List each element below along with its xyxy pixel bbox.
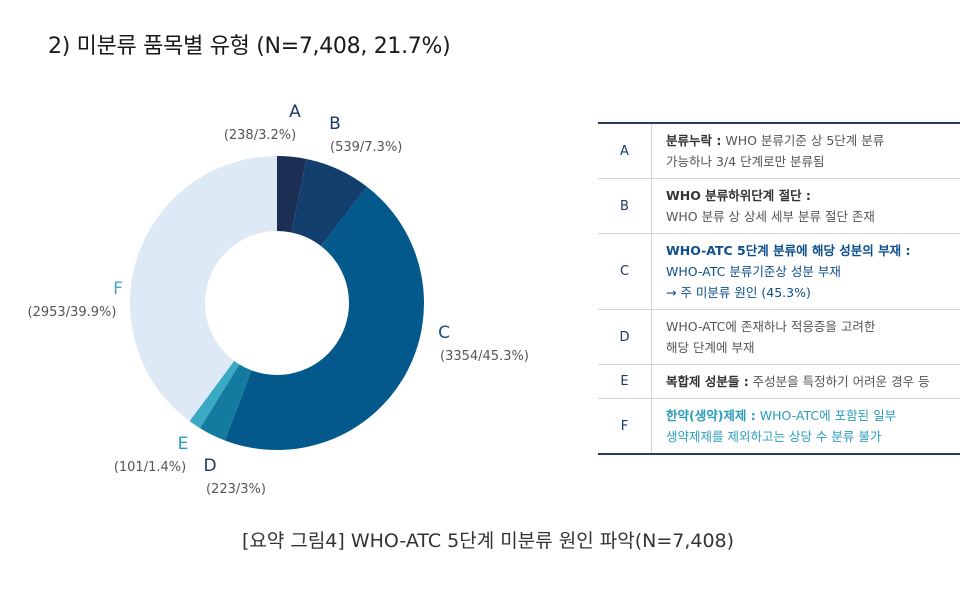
legend-category: WHO-ATC 5단계 분류에 해당 성분의 부재 : <box>666 243 911 258</box>
legend-row-d: D WHO-ATC에 존재하나 적응증을 고려한 해당 단계에 부재 <box>598 309 960 365</box>
legend-code: A <box>620 143 629 159</box>
legend-text-line: 가능하나 3/4 단계로만 분류됨 <box>666 154 825 169</box>
legend-text: WHO 분류기준 상 5단계 분류 <box>721 133 885 148</box>
slice-label-e: E <box>178 434 189 454</box>
slice-value-d: (223/3%) <box>206 482 266 497</box>
legend-row-e: E 복합제 성분들 : 주성분을 특정하기 어려운 경우 등 <box>598 364 960 399</box>
slice-label-c: C <box>438 323 450 343</box>
legend-description: WHO-ATC 5단계 분류에 해당 성분의 부재 : WHO-ATC 분류기준상… <box>651 233 960 310</box>
legend-category: WHO 분류하위단계 절단 : <box>666 188 811 203</box>
legend-row-c: C WHO-ATC 5단계 분류에 해당 성분의 부재 : WHO-ATC 분류기준… <box>598 233 960 310</box>
slice-d <box>200 364 252 441</box>
slice-value-f: (2953/39.9%) <box>28 305 117 320</box>
slice-a <box>277 156 307 233</box>
legend-description: WHO 분류하위단계 절단 : WHO 분류 상 상세 세부 분류 절단 존재 <box>651 178 960 234</box>
slice-value-c: (3354/45.3%) <box>440 349 529 364</box>
slice-label-a: A <box>289 102 301 122</box>
legend-code: C <box>598 233 652 310</box>
legend-text-line: WHO 분류 상 상세 세부 분류 절단 존재 <box>666 209 875 224</box>
legend-text-line: 생약제제를 제외하고는 상당 수 분류 불가 <box>666 429 882 444</box>
legend-category: 분류누락 : <box>666 133 722 148</box>
legend-text-line: 해당 단계에 부재 <box>666 340 755 355</box>
slice-value-b: (539/7.3%) <box>330 140 402 155</box>
legend-description: 복합제 성분들 : 주성분을 특정하기 어려운 경우 등 <box>651 364 960 399</box>
legend-category: 복합제 성분들 : <box>666 374 749 389</box>
legend-row-b: B WHO 분류하위단계 절단 : WHO 분류 상 상세 세부 분류 절단 존재 <box>598 178 960 234</box>
slice-f <box>130 156 277 422</box>
slice-c <box>224 186 425 450</box>
legend-code: B <box>598 178 652 234</box>
legend-code: E <box>598 364 652 399</box>
legend-text: WHO-ATC에 존재하나 적응증을 고려한 <box>666 319 876 334</box>
slice-label-b: B <box>329 114 341 134</box>
slice-label-f: F <box>113 279 123 299</box>
legend-text-line: → 주 미분류 원인 (45.3%) <box>666 285 811 300</box>
slice-b <box>291 158 368 247</box>
slice-e <box>189 360 240 429</box>
figure-caption: [요약 그림4] WHO-ATC 5단계 미분류 원인 파악(N=7,408) <box>241 530 735 552</box>
page-title: 2) 미분류 품목별 유형 (N=7,408, 21.7%) <box>48 34 451 59</box>
slice-label-d: D <box>203 456 216 476</box>
slice-value-e: (101/1.4%) <box>114 460 186 475</box>
legend-code: F <box>598 398 652 454</box>
legend-code: D <box>598 309 652 365</box>
legend-text: 주성분을 특정하기 어려운 경우 등 <box>748 374 930 389</box>
legend-category: 한약(생약)제제 : <box>666 408 756 423</box>
legend-row-f: F 한약(생약)제제 : WHO-ATC에 포함된 일부 생약제제를 제외하고는 상… <box>598 398 960 454</box>
slice-value-a: (238/3.2%) <box>224 128 296 143</box>
legend-text-line: WHO-ATC 분류기준상 성분 부재 <box>666 264 841 279</box>
donut-chart: A (238/3.2%) B (539/7.3%) C (3354/45.3%) D (223… <box>28 102 529 497</box>
legend-text: WHO-ATC에 포함된 일부 <box>755 408 897 423</box>
